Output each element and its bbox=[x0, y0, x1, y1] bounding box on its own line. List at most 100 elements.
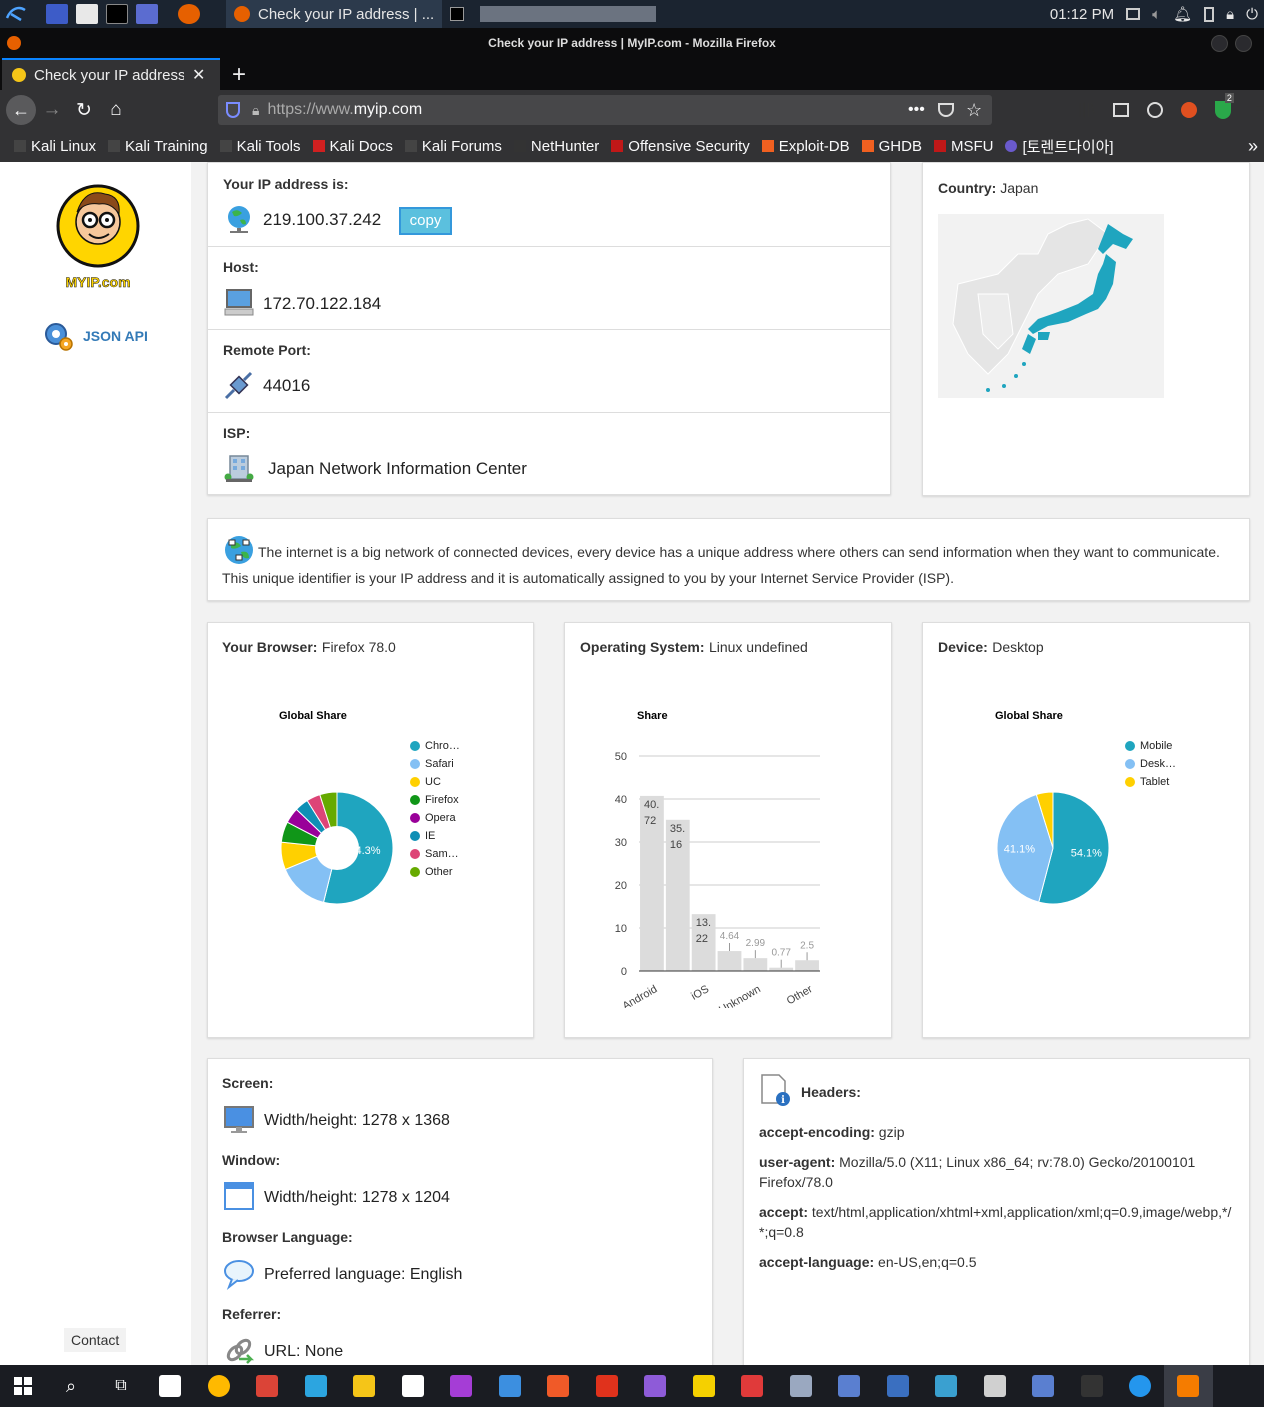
search-button[interactable]: ⌕ bbox=[46, 1365, 96, 1407]
myip-logo[interactable]: MYIP.com bbox=[55, 178, 141, 292]
japan-map[interactable] bbox=[938, 214, 1164, 398]
bookmark-star-icon[interactable]: ☆ bbox=[966, 99, 983, 120]
legend-item[interactable]: Opera bbox=[410, 809, 460, 827]
power-icon[interactable]: ⏻ bbox=[1246, 5, 1258, 23]
forward-button[interactable]: → bbox=[42, 99, 62, 120]
json-api-link[interactable]: JSON API bbox=[42, 320, 148, 352]
lock-icon[interactable]: 🔒︎ bbox=[252, 101, 260, 118]
menu-icon[interactable]: ≡ bbox=[1254, 99, 1264, 120]
workspace-1-icon[interactable] bbox=[46, 4, 68, 24]
bookmark-torrent[interactable]: [토렌트다이아] bbox=[1005, 136, 1114, 157]
bar[interactable] bbox=[691, 914, 716, 971]
bookmark-kali-forums[interactable]: Kali Forums bbox=[404, 138, 502, 155]
bar[interactable] bbox=[640, 795, 664, 971]
new-tab-button[interactable]: + bbox=[232, 61, 247, 88]
extension-fox-icon[interactable] bbox=[1180, 102, 1197, 118]
ublock-shield-icon[interactable]: 2 bbox=[1214, 93, 1234, 119]
taskbar-app-button[interactable] bbox=[777, 1365, 826, 1407]
terminal-task[interactable] bbox=[442, 0, 664, 28]
back-button[interactable]: ← bbox=[6, 95, 36, 125]
reload-button[interactable]: ↻ bbox=[76, 99, 92, 121]
bar[interactable] bbox=[665, 819, 690, 971]
minimize-button[interactable] bbox=[1211, 35, 1228, 52]
bookmark-kali-docs[interactable]: Kali Docs bbox=[312, 138, 393, 155]
url-bar[interactable]: 🔒︎ https://www.myip.com ••• ☆ bbox=[218, 95, 992, 125]
taskbar-app-button[interactable] bbox=[728, 1365, 777, 1407]
legend-item[interactable]: IE bbox=[410, 827, 460, 845]
legend-item[interactable]: Tablet bbox=[1125, 773, 1176, 791]
library-icon[interactable]: |||\ bbox=[1078, 101, 1095, 118]
taskbar-app-button[interactable] bbox=[292, 1365, 341, 1407]
bookmark-kali-tools[interactable]: Kali Tools bbox=[219, 138, 301, 155]
account-icon[interactable] bbox=[1146, 102, 1163, 118]
taskbar-app-button[interactable] bbox=[1068, 1365, 1117, 1407]
taskbar-app-button[interactable] bbox=[1116, 1365, 1164, 1407]
bookmark-kali-linux[interactable]: Kali Linux bbox=[14, 138, 96, 155]
bookmark-nethunter[interactable]: NetHunter bbox=[513, 138, 599, 155]
sidebar-icon[interactable] bbox=[1112, 103, 1129, 117]
taskbar-app-button[interactable] bbox=[680, 1365, 729, 1407]
bookmark-exploit-db[interactable]: Exploit-DB bbox=[761, 138, 850, 155]
taskbar-app-button[interactable] bbox=[146, 1365, 195, 1407]
legend-item[interactable]: Firefox bbox=[410, 791, 460, 809]
clock[interactable]: 01:12 PM bbox=[1049, 5, 1115, 23]
bookmark-kali-training[interactable]: Kali Training bbox=[108, 138, 208, 155]
pie-slice[interactable] bbox=[1038, 791, 1110, 905]
legend-item[interactable]: Desk… bbox=[1125, 755, 1176, 773]
taskbar-app-button[interactable] bbox=[971, 1365, 1020, 1407]
legend-item[interactable]: Sam… bbox=[410, 845, 460, 863]
close-tab-icon[interactable]: ✕ bbox=[192, 67, 206, 84]
taskbar-app-button[interactable] bbox=[437, 1365, 486, 1407]
page-actions-icon[interactable]: ••• bbox=[908, 101, 925, 118]
terminal-icon[interactable] bbox=[106, 4, 128, 24]
firefox-task[interactable]: Check your IP address | ... bbox=[226, 0, 443, 28]
device-chart-title: Global Share bbox=[995, 710, 1063, 722]
taskbar-app-button[interactable] bbox=[195, 1365, 244, 1407]
bookmark-msfu[interactable]: MSFU bbox=[933, 138, 993, 155]
kali-menu-icon[interactable] bbox=[0, 1, 32, 27]
firefox-launcher-icon[interactable] bbox=[178, 4, 200, 24]
task-view-button[interactable]: ⧉ bbox=[96, 1365, 146, 1407]
copy-button[interactable]: copy bbox=[399, 207, 452, 235]
taskbar-app-button[interactable] bbox=[534, 1365, 583, 1407]
bar[interactable] bbox=[769, 967, 794, 971]
pie-slice[interactable] bbox=[1035, 791, 1054, 849]
battery-icon[interactable] bbox=[1204, 6, 1215, 22]
taskbar-app-button[interactable] bbox=[825, 1365, 874, 1407]
taskbar-app-button[interactable] bbox=[1019, 1365, 1068, 1407]
maximize-button[interactable] bbox=[1235, 35, 1252, 52]
taskbar-app-button[interactable] bbox=[389, 1365, 438, 1407]
legend-item[interactable]: UC bbox=[410, 773, 460, 791]
taskbar-app-button[interactable] bbox=[631, 1365, 680, 1407]
file-manager-icon[interactable] bbox=[76, 4, 98, 24]
lock-icon[interactable]: 🔒︎ bbox=[1226, 5, 1235, 23]
taskbar-app-button[interactable] bbox=[1164, 1365, 1213, 1407]
bookmark-ghdb[interactable]: GHDB bbox=[861, 138, 922, 155]
taskbar-app-button[interactable] bbox=[243, 1365, 292, 1407]
legend-item[interactable]: Other bbox=[410, 863, 460, 881]
pocket-icon[interactable] bbox=[938, 103, 954, 117]
legend-item[interactable]: Chro… bbox=[410, 737, 460, 755]
screen-recorder-icon[interactable] bbox=[136, 4, 158, 24]
taskbar-app-button[interactable] bbox=[874, 1365, 923, 1407]
tab-myip[interactable]: Check your IP address | MyIP.com ✕ bbox=[2, 58, 220, 90]
bookmark-offensive-security[interactable]: Offensive Security bbox=[611, 138, 750, 155]
notification-bell-icon[interactable]: 🔔︎ bbox=[1173, 6, 1193, 23]
taskbar-app-button[interactable] bbox=[340, 1365, 389, 1407]
tracking-protection-icon[interactable] bbox=[226, 102, 240, 118]
contact-button[interactable]: Contact bbox=[64, 1328, 127, 1352]
taskbar-app-button[interactable] bbox=[583, 1365, 632, 1407]
home-button[interactable]: ⌂ bbox=[110, 99, 122, 120]
screen-icon[interactable] bbox=[1126, 8, 1141, 20]
bar[interactable] bbox=[795, 960, 819, 971]
start-button[interactable] bbox=[0, 1365, 46, 1407]
legend-item[interactable]: Mobile bbox=[1125, 737, 1176, 755]
bar[interactable] bbox=[743, 958, 768, 971]
taskbar-app-button[interactable] bbox=[922, 1365, 971, 1407]
legend-item[interactable]: Safari bbox=[410, 755, 460, 773]
more-bookmarks-icon[interactable]: » bbox=[1248, 135, 1259, 156]
volume-icon[interactable]: 🔈︎ bbox=[1152, 5, 1162, 23]
taskbar-app-button[interactable] bbox=[486, 1365, 535, 1407]
pie-slice[interactable] bbox=[996, 793, 1054, 903]
bar[interactable] bbox=[717, 951, 742, 971]
